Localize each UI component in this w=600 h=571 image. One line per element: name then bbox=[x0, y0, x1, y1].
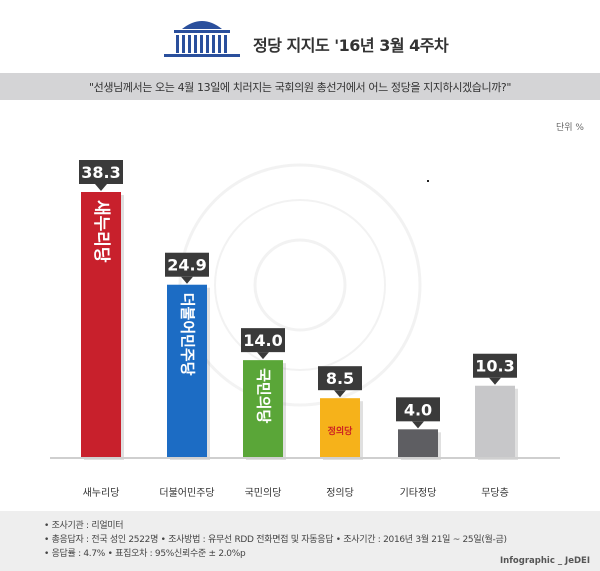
value-label-party-3: 14.0 bbox=[243, 331, 282, 350]
value-box-party-1 bbox=[79, 160, 123, 184]
footer-line-3: • 응답률 : 4.7% • 표집오차 : 95%신뢰수준 ± 2.0%p bbox=[44, 549, 246, 559]
value-pointer-party-2 bbox=[181, 276, 193, 284]
question-bar: "선생님께서는 오는 4월 13일에 치러지는 국회의원 총선거에서 어느 정당… bbox=[0, 73, 600, 100]
bar-party-4 bbox=[320, 398, 360, 457]
bar-text-party-4: 정의당 bbox=[328, 425, 354, 437]
bar-party-1 bbox=[81, 192, 121, 457]
value-box-party-3 bbox=[241, 328, 285, 353]
bar-party-2 bbox=[167, 284, 207, 457]
national-assembly-logo-icon bbox=[164, 21, 240, 57]
unit-label: 단위 % bbox=[556, 123, 584, 133]
value-box-party-5 bbox=[396, 397, 440, 422]
category-label-party-4: 정의당 bbox=[326, 487, 354, 499]
stray-dot bbox=[427, 180, 429, 182]
value-label-party-6: 10.3 bbox=[475, 357, 514, 376]
header: 정당 지지도 '16년 3월 4주차 bbox=[0, 0, 600, 66]
value-box-party-2 bbox=[165, 252, 209, 277]
value-pointer-party-3 bbox=[257, 352, 269, 360]
category-label-party-2: 더불어민주당 bbox=[159, 487, 214, 499]
value-label-party-5: 4.0 bbox=[404, 400, 432, 419]
survey-question: "선생님께서는 오는 4월 13일에 치러지는 국회의원 총선거에서 어느 정당… bbox=[88, 81, 512, 94]
bar-text-party-2: 더불어민주당 bbox=[179, 293, 197, 376]
footer-line-1: • 조사기관 : 리얼미터 bbox=[44, 521, 124, 531]
value-pointer-party-4 bbox=[334, 390, 346, 398]
value-pointer-party-6 bbox=[489, 377, 501, 385]
watermark-seal-icon bbox=[178, 163, 422, 407]
footer: • 조사기관 : 리얼미터 • 총응답자 : 전국 성인 2522명 • 조사방… bbox=[0, 511, 600, 571]
footer-line-2: • 총응답자 : 전국 성인 2522명 • 조사방법 : 유무선 RDD 전화… bbox=[44, 535, 507, 545]
value-box-party-6 bbox=[473, 353, 517, 378]
category-label-party-5: 기타정당 bbox=[400, 487, 437, 499]
bar-party-6 bbox=[475, 385, 515, 457]
infographic-credit: Infographic _ JeDEI bbox=[500, 556, 590, 566]
value-pointer-party-1 bbox=[95, 184, 107, 191]
bar-text-party-1: 새누리당 bbox=[91, 200, 111, 263]
chart-title: 정당 지지도 '16년 3월 4주차 bbox=[253, 36, 449, 55]
value-label-party-2: 24.9 bbox=[167, 256, 206, 275]
value-label-party-1: 38.3 bbox=[81, 163, 120, 182]
bar-party-3 bbox=[243, 360, 283, 457]
bar-text-party-3: 국민의당 bbox=[255, 368, 273, 423]
value-label-party-4: 8.5 bbox=[326, 369, 354, 388]
value-pointer-party-5 bbox=[412, 421, 424, 429]
bar-party-5 bbox=[398, 429, 438, 457]
bar-chart: 38.3새누리당새누리당24.9더불어민주당더불어민주당14.0국민의당국민의당… bbox=[50, 160, 560, 499]
value-box-party-4 bbox=[318, 366, 362, 391]
category-label-party-3: 국민의당 bbox=[245, 487, 282, 499]
category-label-party-6: 무당층 bbox=[481, 487, 509, 499]
category-label-party-1: 새누리당 bbox=[83, 487, 120, 499]
